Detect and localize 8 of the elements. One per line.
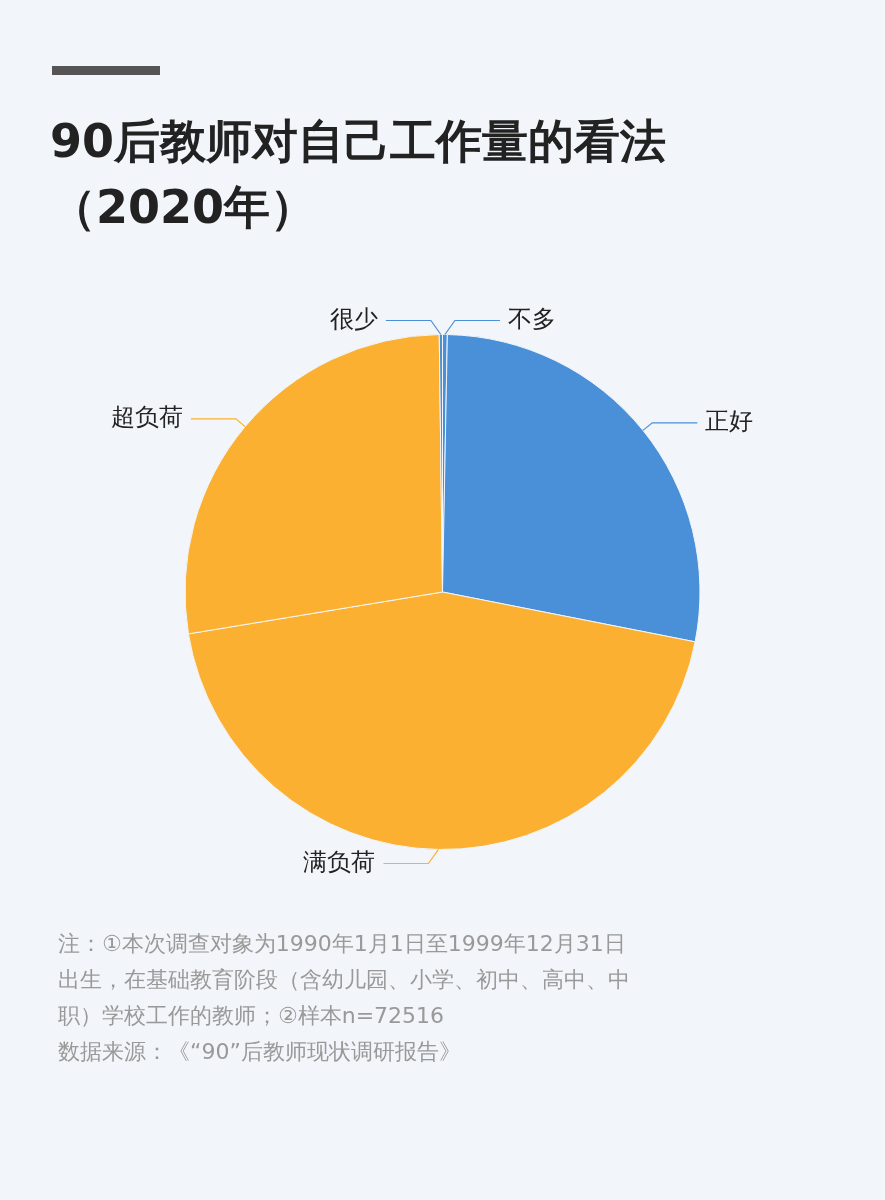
- chart-title: 90后教师对自己工作量的看法（2020年）: [50, 113, 667, 236]
- slice-label: 满负荷: [303, 847, 376, 876]
- slice-label: 很少: [329, 304, 378, 333]
- text: 注：①本次调查对象为1990年1月1日至1999年12月31日出生，在基础教育阶段（含幼儿园、小学、初中、高中、中职）学校工作的教师；②样本n=72516: [58, 930, 631, 1030]
- slice-label: 正好: [705, 407, 754, 436]
- slice-label: 不多: [507, 304, 556, 333]
- slice-label: 超负荷: [110, 403, 183, 432]
- source-note: 数据来源：《“90”后教师现状调研报告》: [58, 1038, 462, 1066]
